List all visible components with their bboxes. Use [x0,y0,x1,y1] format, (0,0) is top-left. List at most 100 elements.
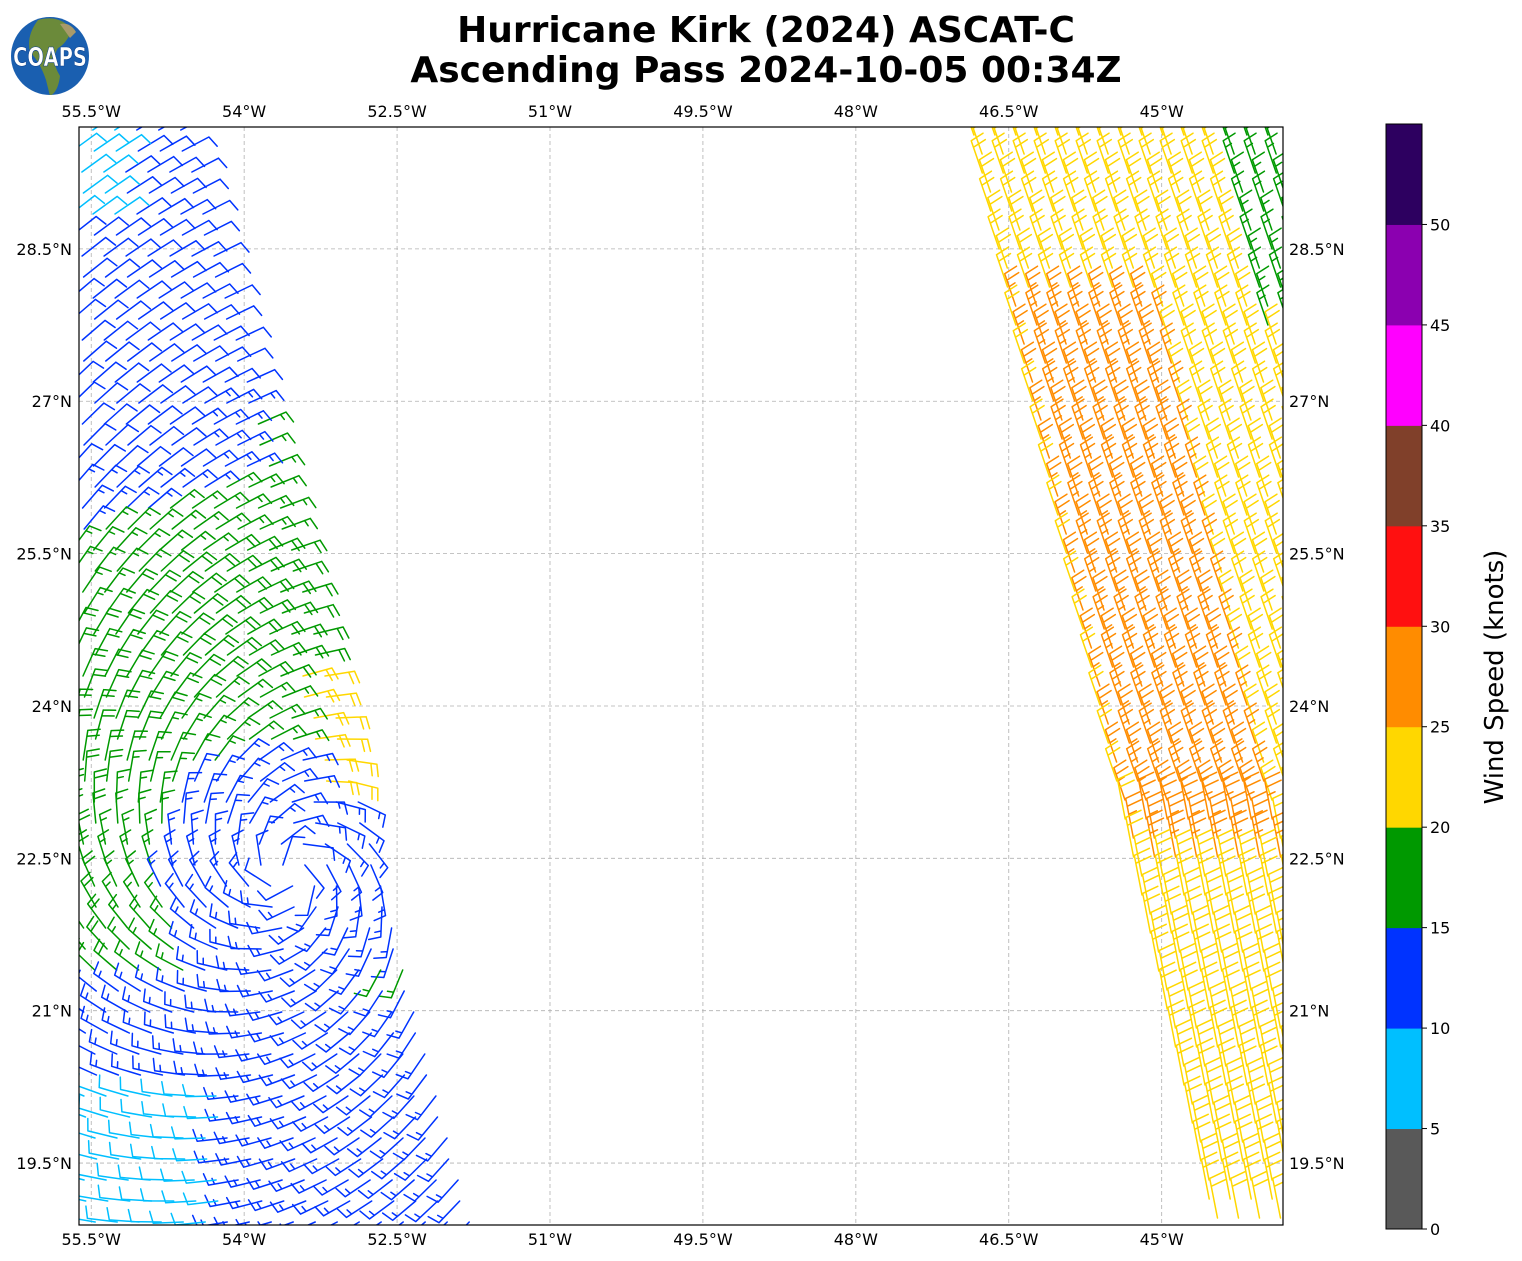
wind-barb [1205,626,1222,668]
wind-barb [1138,127,1143,136]
wind-barb [1159,132,1176,174]
wind-barb [175,946,206,971]
wind-barb [137,301,174,320]
wind-barb [1214,664,1230,706]
wind-barb [1229,980,1249,1029]
wind-barb [267,1011,305,1026]
wind-barb [101,871,119,908]
wind-barb [362,1032,395,1058]
wind-barb [137,134,174,152]
wind-barb [991,132,1008,174]
wind-barb [204,387,241,404]
wind-barb [137,609,169,635]
wind-barb [79,1093,85,1097]
wind-barb [110,1053,142,1076]
wind-barb [81,236,117,257]
wind-barb [1188,550,1205,592]
wind-barb [114,196,150,215]
wind-barb [1037,436,1054,478]
wind-barb [1286,304,1300,344]
wind-barb [93,299,129,320]
wind-barb [237,514,274,530]
wind-barb [1163,626,1180,668]
wind-barb [167,809,181,845]
wind-barb [1142,626,1159,668]
wind-barb [124,850,140,887]
wind-barb [315,1032,351,1053]
wind-barb [1176,398,1192,440]
wind-barb [1008,208,1024,250]
lat-tick-label-left: 28.5°N [16,240,72,259]
wind-barb [79,708,94,718]
wind-barb [1250,1170,1270,1219]
wind-barb [1256,474,1272,516]
wind-barb [1141,885,1161,934]
wind-barb [1222,127,1227,136]
wind-barb [192,733,221,761]
wind-barb [236,738,270,761]
wind-barb [1250,980,1270,1029]
wind-barb [1294,1171,1311,1218]
wind-barb [1130,474,1146,516]
wind-barb [122,872,141,908]
wind-barb [147,405,183,425]
wind-barb [108,893,129,929]
wind-barb [1125,809,1144,858]
wind-barb [1285,943,1302,990]
wind-barb [159,691,188,719]
wind-barb [149,343,185,362]
wind-barb [1214,284,1230,326]
wind-barb [125,321,161,341]
wind-barb [1276,459,1283,482]
wind-barb [192,1128,228,1142]
wind-barb [314,1116,351,1135]
wind-barb [128,1121,162,1139]
wind-barb [1172,474,1188,516]
wind-barb [1171,904,1190,953]
wind-barb [280,1074,318,1090]
wind-barb [1088,474,1104,516]
wind-barb [1230,360,1247,402]
wind-barb [164,991,195,1013]
wind-barb [1183,1056,1202,1105]
wind-barb [60,872,75,907]
wind-barb [81,319,116,341]
wind-barb [131,1032,162,1055]
wind-barb [380,1179,415,1201]
lat-tick-label-right: 25.5°N [1289,545,1345,564]
colorbar: 0 5 10 15 20 25 30 35 40 45 50 [1385,123,1450,1239]
wind-barb [204,714,237,740]
wind-barb [1058,246,1075,288]
wind-barb [1234,1094,1253,1143]
wind-barb [970,132,987,174]
wind-barb [247,700,283,719]
wind-barb [1260,208,1274,250]
lon-tick-label-bottom: 46.5°W [979,1230,1039,1249]
wind-barb [180,530,216,551]
wind-barb [1188,740,1205,782]
wind-barb [79,132,107,148]
wind-barbs [60,127,1311,1225]
wind-barb [329,1221,338,1225]
wind-barb [158,529,194,551]
wind-barb [1197,398,1213,440]
wind-barb [103,850,118,887]
wind-barb [315,906,339,937]
wind-barb [357,801,387,828]
wind-barb [1234,904,1253,953]
wind-barb [1133,828,1152,877]
wind-barb [94,627,123,656]
wind-barb [1251,740,1268,782]
wind-barb [304,864,325,899]
wind-barb [103,320,139,341]
wind-barb [1187,980,1207,1029]
wind-barb [204,553,240,572]
wind-barb [204,470,241,488]
wind-barb [1208,980,1228,1029]
wind-barb [1290,867,1307,914]
wind-barb [79,1198,87,1202]
wind-barb [257,1221,294,1225]
wind-barb [1159,127,1164,136]
lat-tick-label-right: 27°N [1289,392,1329,411]
wind-barb [79,606,99,623]
